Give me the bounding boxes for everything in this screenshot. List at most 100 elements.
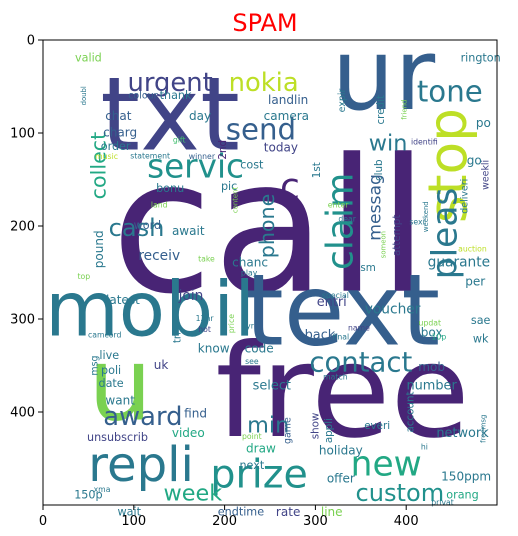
word-final: final xyxy=(332,333,349,342)
word-landlin: landlin xyxy=(268,93,308,107)
plot-frame xyxy=(42,39,498,506)
word-camcord: camcord xyxy=(88,331,122,340)
word-dear: dear xyxy=(338,214,356,223)
word-send: send xyxy=(226,113,296,147)
word-latest: latest xyxy=(106,293,140,307)
y-tick-label: 100 xyxy=(10,127,35,142)
word-150ppm: 150ppm xyxy=(441,470,491,484)
word-weekend: weekend xyxy=(422,201,430,232)
word-freemsg: freemsg xyxy=(479,415,487,443)
word-updat: updat xyxy=(419,319,442,328)
word-live: live xyxy=(99,349,119,362)
word-custom: custom xyxy=(356,479,445,507)
word-weekli: weekli xyxy=(481,160,492,190)
word-cost: cost xyxy=(240,159,264,172)
word-c: c xyxy=(280,165,300,208)
word-see: see xyxy=(245,357,259,366)
word-top: top xyxy=(78,272,91,281)
word-orang: orang xyxy=(446,489,478,502)
word-msg: msg xyxy=(89,355,100,375)
word-line: line xyxy=(321,505,343,519)
word-phone: phone xyxy=(255,194,279,259)
chart-title: SPAM xyxy=(232,9,297,37)
word-po: po xyxy=(476,116,491,130)
word-holiday: holiday xyxy=(319,444,363,458)
word-endtime: endtime xyxy=(218,505,264,518)
word-code: code xyxy=(245,341,274,355)
word-guarante: guarante xyxy=(428,254,491,270)
word-back: back xyxy=(305,328,336,343)
word-poli: poli xyxy=(101,364,121,377)
word-prize: prize xyxy=(210,452,307,498)
word-everi: everi xyxy=(364,420,390,432)
word-auction: auction xyxy=(458,244,487,253)
word-mobil: mobil xyxy=(45,265,255,353)
word-ur: ur xyxy=(332,18,436,133)
word-per: per xyxy=(465,274,485,288)
word-game: game xyxy=(283,417,294,444)
word-identifi: identifi xyxy=(411,137,438,146)
word-someon: someon xyxy=(380,231,388,258)
word-next: next xyxy=(239,459,264,472)
word-play: play xyxy=(241,268,258,277)
word-unsubscrib: unsubscrib xyxy=(87,431,148,444)
x-tick-label: 300 xyxy=(303,514,328,529)
word-show: show xyxy=(309,413,321,440)
word-date: date xyxy=(98,377,123,390)
word-servic: servic xyxy=(147,147,244,185)
x-tick-label: 400 xyxy=(394,514,419,529)
word-offer: offer xyxy=(327,471,355,485)
word-gift: gift xyxy=(173,135,186,144)
word-rate: rate xyxy=(276,505,300,519)
word-wk: wk xyxy=(473,332,489,345)
word-account: account xyxy=(405,391,417,432)
word-txt: txt xyxy=(100,56,240,174)
word-appli: appli xyxy=(323,418,335,443)
x-tick-label: 100 xyxy=(121,514,146,529)
y-axis: 0 100 200 300 400 xyxy=(10,34,43,421)
word-entri: entri xyxy=(317,295,347,310)
word-order: order xyxy=(101,140,131,153)
word-contact: contact xyxy=(309,347,412,379)
word-charg: charg xyxy=(103,126,137,140)
word-rington: rington xyxy=(461,52,501,65)
word-bonu: bonu xyxy=(156,182,184,195)
word-week: week xyxy=(163,480,222,506)
word-hot: hot xyxy=(198,325,211,334)
word-receiv: receiv xyxy=(138,248,180,264)
word-pleas: pleas xyxy=(426,188,466,280)
word-thank: thank xyxy=(160,89,192,102)
word-today: today xyxy=(264,140,298,154)
word-deliveri: deliveri xyxy=(460,179,471,214)
word-content: content xyxy=(231,186,239,213)
word-collect: collect xyxy=(86,132,110,200)
word-hi: hi xyxy=(421,442,428,451)
word-call: call xyxy=(111,119,429,335)
word-video: video xyxy=(172,426,205,440)
word-uk: uk xyxy=(154,358,169,372)
word-cash: cash xyxy=(109,214,165,242)
word-statement: statement xyxy=(130,151,170,160)
word-number: number xyxy=(406,378,457,393)
word-attempt: attempt xyxy=(391,215,403,256)
word-stop: stop xyxy=(417,108,479,223)
word-1st: 1st xyxy=(311,162,323,178)
word-want: want xyxy=(105,393,135,407)
word-urgent: urgent xyxy=(128,68,213,98)
word-tri: tri xyxy=(171,332,183,343)
word-win: win xyxy=(369,131,408,157)
word-club: club xyxy=(373,159,385,181)
word-word: word xyxy=(134,219,161,232)
word-go: go xyxy=(467,153,482,167)
word-new: new xyxy=(351,444,422,484)
word-nokia: nokia xyxy=(229,68,299,98)
word-chanc: chanc xyxy=(232,256,268,270)
word-voucher: voucher xyxy=(365,302,421,318)
y-tick-label: 0 xyxy=(27,34,35,49)
word-chat: chat xyxy=(105,109,132,123)
word-land: land xyxy=(151,201,168,210)
word-sexi: sexi xyxy=(409,217,424,226)
word-know: know xyxy=(198,341,230,355)
